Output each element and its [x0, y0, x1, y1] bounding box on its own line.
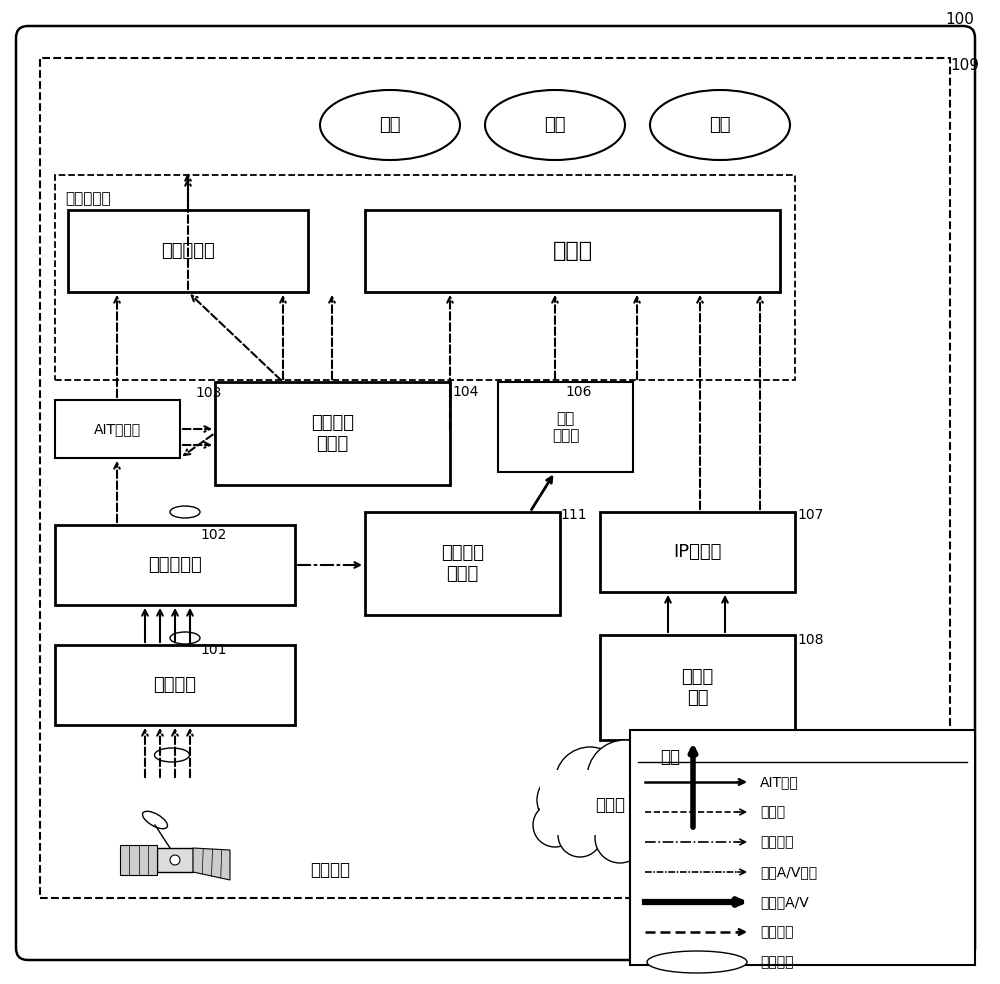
- Circle shape: [533, 803, 577, 847]
- Text: 对象轮播: 对象轮播: [760, 955, 794, 969]
- Text: 应用: 应用: [709, 116, 731, 134]
- Ellipse shape: [143, 811, 167, 829]
- FancyBboxPatch shape: [498, 382, 633, 472]
- Text: 108: 108: [797, 633, 824, 647]
- Text: 102: 102: [200, 528, 226, 542]
- Circle shape: [170, 855, 180, 865]
- FancyBboxPatch shape: [55, 175, 795, 380]
- Circle shape: [595, 813, 645, 863]
- Text: 107: 107: [797, 508, 823, 522]
- Polygon shape: [120, 845, 157, 875]
- FancyBboxPatch shape: [215, 382, 450, 485]
- Polygon shape: [540, 770, 685, 835]
- FancyBboxPatch shape: [600, 512, 795, 592]
- Text: 因特网: 因特网: [595, 796, 625, 814]
- Text: 应用数据: 应用数据: [760, 835, 794, 849]
- FancyBboxPatch shape: [16, 26, 975, 960]
- Circle shape: [558, 813, 602, 857]
- Text: 应用: 应用: [379, 116, 401, 134]
- Text: 参考: 参考: [660, 748, 680, 766]
- FancyBboxPatch shape: [630, 730, 975, 965]
- Ellipse shape: [320, 90, 460, 160]
- Text: 非线性A/V: 非线性A/V: [760, 895, 809, 909]
- Ellipse shape: [485, 90, 625, 160]
- Ellipse shape: [170, 632, 200, 644]
- Text: 应用管理器: 应用管理器: [161, 242, 215, 260]
- Circle shape: [555, 747, 625, 817]
- Text: 109: 109: [950, 57, 980, 73]
- Text: 浏览器: 浏览器: [552, 241, 593, 261]
- Text: 广播数据
处理器: 广播数据 处理器: [441, 544, 484, 583]
- Text: 111: 111: [560, 508, 587, 522]
- Circle shape: [537, 772, 593, 828]
- Ellipse shape: [154, 748, 190, 762]
- Circle shape: [587, 740, 663, 816]
- FancyBboxPatch shape: [68, 210, 308, 292]
- FancyBboxPatch shape: [55, 645, 295, 725]
- Text: 运行时环境: 运行时环境: [65, 191, 111, 206]
- Text: 线性A/V数据: 线性A/V数据: [760, 865, 817, 879]
- FancyBboxPatch shape: [365, 210, 780, 292]
- Text: 104: 104: [452, 385, 478, 399]
- Text: 应用数据
处理器: 应用数据 处理器: [311, 414, 354, 453]
- Text: 其它数据: 其它数据: [760, 925, 794, 939]
- Text: 分段筛选器: 分段筛选器: [148, 556, 202, 574]
- Circle shape: [648, 803, 692, 847]
- Text: 100: 100: [946, 13, 974, 28]
- FancyBboxPatch shape: [55, 525, 295, 605]
- Text: 广播接口: 广播接口: [154, 676, 196, 694]
- Text: 应用: 应用: [544, 116, 566, 134]
- Text: 流事件: 流事件: [760, 805, 785, 819]
- Text: AIT筛选器: AIT筛选器: [94, 422, 141, 436]
- Circle shape: [630, 808, 674, 852]
- Ellipse shape: [170, 506, 200, 518]
- Text: 媒体
播放器: 媒体 播放器: [552, 410, 579, 443]
- Ellipse shape: [650, 90, 790, 160]
- Text: AIT数据: AIT数据: [760, 775, 799, 789]
- FancyBboxPatch shape: [365, 512, 560, 615]
- FancyBboxPatch shape: [600, 635, 795, 740]
- Polygon shape: [193, 848, 230, 880]
- Circle shape: [632, 767, 688, 823]
- Text: 因特网
接口: 因特网 接口: [681, 668, 714, 707]
- Text: 103: 103: [195, 386, 221, 400]
- Ellipse shape: [647, 951, 747, 973]
- Text: 广播网络: 广播网络: [310, 861, 350, 879]
- FancyBboxPatch shape: [157, 848, 193, 872]
- FancyBboxPatch shape: [55, 400, 180, 458]
- Text: 101: 101: [200, 643, 226, 657]
- FancyBboxPatch shape: [40, 58, 950, 898]
- Text: 106: 106: [565, 385, 592, 399]
- Text: IP处理器: IP处理器: [673, 543, 722, 561]
